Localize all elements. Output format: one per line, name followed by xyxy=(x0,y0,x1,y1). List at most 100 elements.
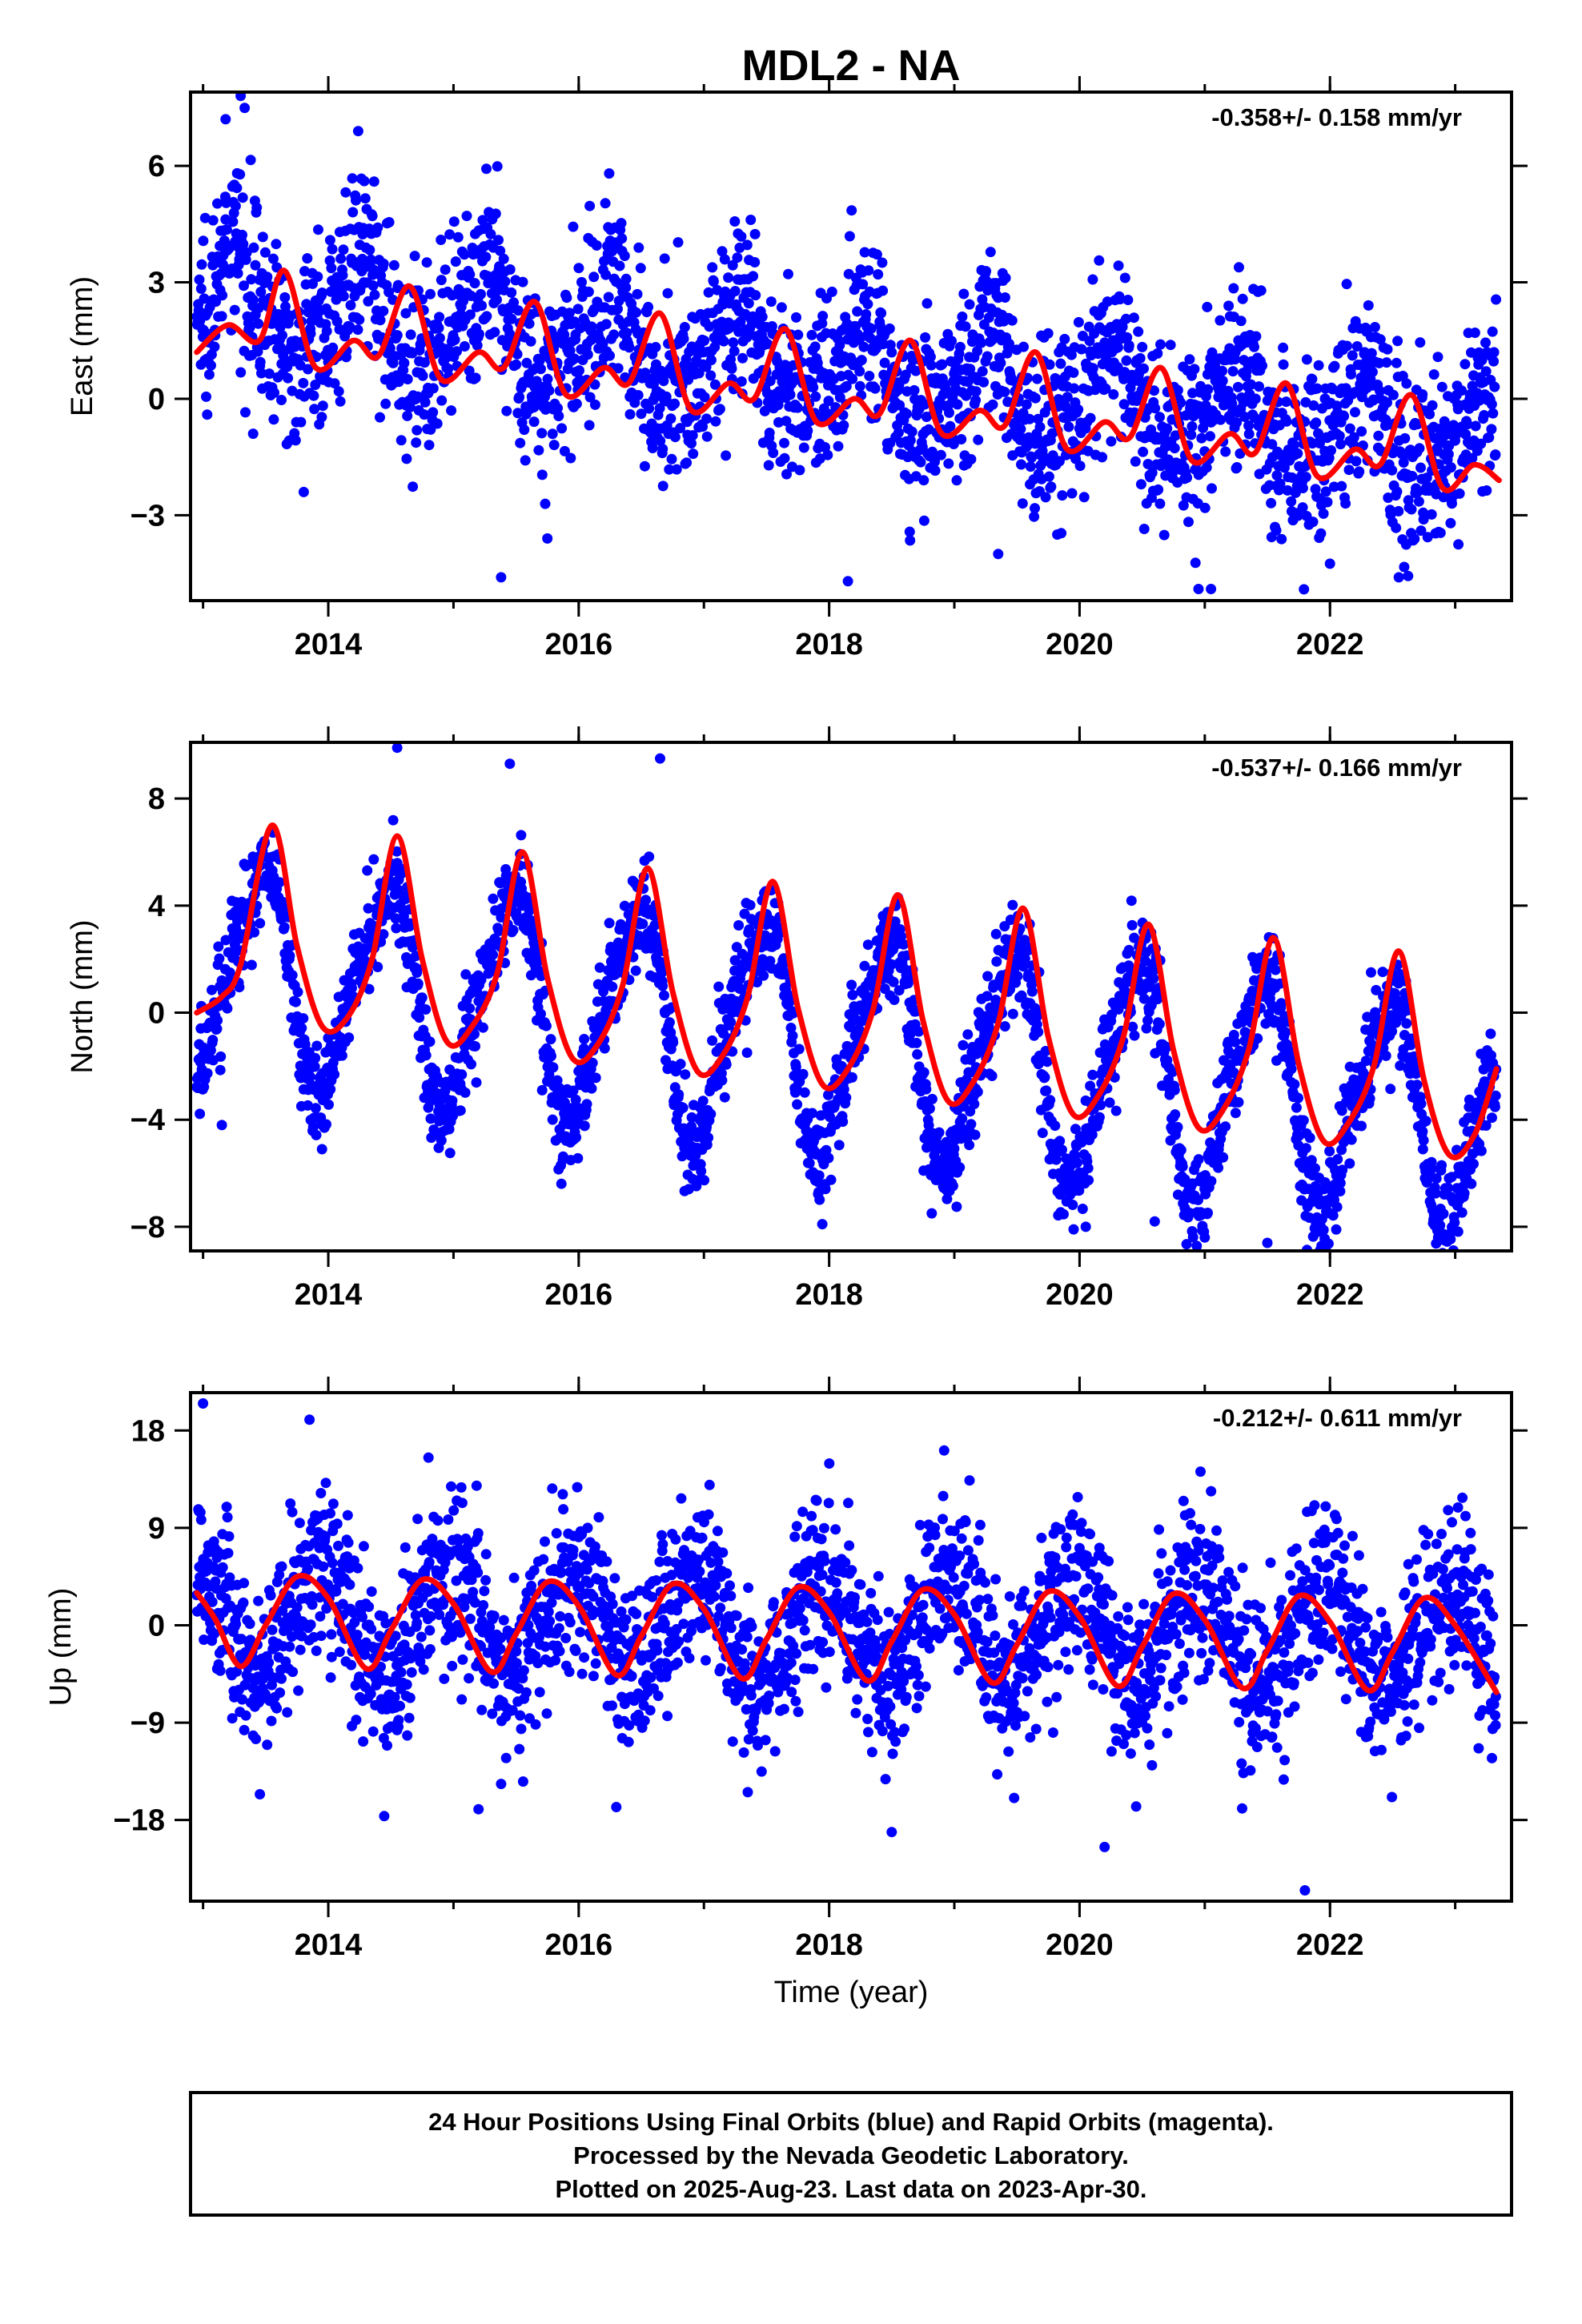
data-point xyxy=(964,299,975,310)
data-point xyxy=(925,352,936,363)
data-point xyxy=(291,996,301,1007)
data-point xyxy=(412,978,424,989)
data-point xyxy=(1286,496,1297,507)
data-point xyxy=(838,1084,849,1095)
data-point xyxy=(1059,333,1070,344)
data-point xyxy=(1271,470,1283,481)
data-point xyxy=(1399,561,1410,573)
data-point xyxy=(862,939,873,951)
data-point xyxy=(951,475,962,486)
data-point xyxy=(477,215,488,226)
data-point xyxy=(633,242,644,253)
data-point xyxy=(283,372,294,384)
data-point xyxy=(937,359,948,370)
data-point xyxy=(207,215,219,226)
data-point xyxy=(986,1071,998,1081)
data-point xyxy=(1347,350,1358,361)
data-point xyxy=(1341,279,1352,290)
data-point xyxy=(1007,899,1018,911)
data-point xyxy=(657,444,669,455)
data-point xyxy=(408,481,419,493)
data-point xyxy=(1424,408,1435,420)
data-point xyxy=(1078,492,1090,503)
data-point xyxy=(1480,366,1492,377)
data-point xyxy=(1369,322,1380,332)
data-point xyxy=(879,357,890,368)
data-point xyxy=(1251,963,1263,975)
data-point xyxy=(212,198,223,209)
data-point xyxy=(946,336,957,347)
data-point xyxy=(524,905,535,916)
data-point xyxy=(312,271,323,282)
data-point xyxy=(675,1059,686,1070)
data-point xyxy=(668,1037,679,1048)
data-point xyxy=(624,408,636,420)
data-point xyxy=(911,1037,922,1048)
data-point xyxy=(368,176,379,187)
data-point xyxy=(990,928,1002,939)
data-point xyxy=(857,279,869,290)
data-point xyxy=(414,1012,425,1023)
data-point xyxy=(387,294,399,305)
data-point xyxy=(947,1180,958,1192)
data-point xyxy=(1445,462,1456,473)
data-point xyxy=(461,211,472,222)
data-point xyxy=(365,254,376,265)
data-point xyxy=(620,282,632,293)
data-point xyxy=(209,341,220,352)
data-point xyxy=(1206,584,1217,594)
data-point xyxy=(237,229,247,240)
data-point xyxy=(589,399,600,410)
data-point xyxy=(1054,1136,1066,1147)
data-point xyxy=(1418,514,1429,525)
data-point xyxy=(1281,396,1291,408)
data-point xyxy=(1484,432,1495,443)
data-point xyxy=(973,434,984,445)
data-point xyxy=(1323,1238,1334,1249)
data-point xyxy=(1391,357,1402,368)
data-point xyxy=(564,345,576,356)
data-point xyxy=(1113,260,1124,271)
data-point xyxy=(313,224,323,235)
data-point xyxy=(576,276,587,287)
data-point xyxy=(1486,399,1497,410)
data-point xyxy=(673,237,684,248)
data-point xyxy=(957,312,968,322)
data-point xyxy=(1007,1008,1018,1019)
data-point xyxy=(227,216,239,227)
data-point xyxy=(215,1051,227,1062)
data-point xyxy=(1297,483,1308,493)
data-point xyxy=(1220,446,1231,457)
data-point xyxy=(604,168,615,179)
data-point xyxy=(814,1194,825,1205)
data-point xyxy=(823,1152,834,1164)
data-point xyxy=(1467,452,1478,464)
data-point xyxy=(564,308,575,319)
data-point xyxy=(528,402,540,413)
data-point xyxy=(983,312,994,324)
data-point xyxy=(506,313,517,324)
data-point xyxy=(383,217,395,227)
data-point xyxy=(714,404,725,415)
data-point xyxy=(259,247,271,258)
data-point xyxy=(793,1043,805,1055)
data-point xyxy=(493,926,504,936)
data-point xyxy=(1167,1067,1178,1077)
data-point xyxy=(279,922,290,933)
data-point xyxy=(1142,459,1154,469)
data-point xyxy=(764,428,775,438)
data-point xyxy=(1199,502,1211,513)
data-point xyxy=(1363,300,1374,311)
data-point xyxy=(409,251,420,262)
data-point xyxy=(859,960,870,971)
data-point xyxy=(212,1015,223,1026)
data-point xyxy=(999,1021,1010,1032)
data-point xyxy=(1375,385,1386,396)
data-point xyxy=(215,1064,226,1076)
data-point xyxy=(302,1100,313,1111)
data-point xyxy=(636,408,647,420)
data-point xyxy=(202,1068,213,1079)
data-point xyxy=(793,329,804,340)
data-point xyxy=(1351,456,1362,467)
